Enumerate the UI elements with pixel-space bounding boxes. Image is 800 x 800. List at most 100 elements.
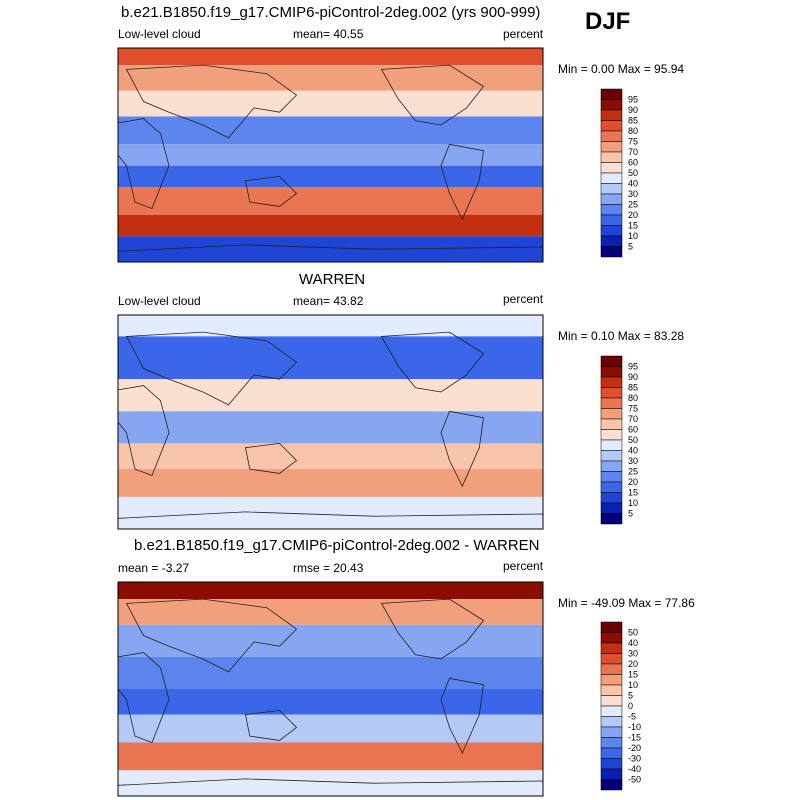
colorbar-tick-label: -30 xyxy=(628,754,641,764)
colorbar-segment xyxy=(600,705,623,717)
field-band xyxy=(118,187,543,215)
field-band xyxy=(118,379,543,412)
map-panel-1 xyxy=(117,47,544,263)
panel-2-title: WARREN xyxy=(299,271,366,288)
coastline xyxy=(440,677,484,755)
season-label: DJF xyxy=(585,8,631,35)
colorbar-tick-label: 10 xyxy=(628,231,638,241)
colorbar-segment xyxy=(600,481,623,493)
coastline xyxy=(245,709,298,741)
field-band xyxy=(118,144,543,166)
field-band xyxy=(118,582,543,600)
colorbar-tick-label: -50 xyxy=(628,775,641,785)
colorbar-segment xyxy=(600,460,623,472)
colorbar-segment xyxy=(600,172,623,184)
colorbar-segment xyxy=(600,653,623,665)
panel-1-title: b.e21.B1850.f19_g17.CMIP6-piControl-2deg… xyxy=(121,4,541,21)
field-band xyxy=(118,90,543,117)
panel-2-minmax: Min = 0.10 Max = 83.28 xyxy=(558,329,685,343)
colorbar-segment xyxy=(600,737,623,749)
colorbar-segment xyxy=(600,418,623,430)
colorbar-tick-label: 20 xyxy=(628,477,638,487)
coastline xyxy=(380,64,485,126)
colorbar-tick-label: -15 xyxy=(628,733,641,743)
colorbar-segment xyxy=(600,758,623,770)
coastline xyxy=(245,175,298,207)
colorbar-segment xyxy=(600,674,623,686)
field-band xyxy=(118,48,543,66)
coastline xyxy=(440,143,484,221)
colorbar-segment xyxy=(600,642,623,654)
coastline xyxy=(117,652,170,744)
colorbar-segment xyxy=(600,663,623,675)
coastline xyxy=(440,410,484,488)
colorbar-tick-label: 25 xyxy=(628,200,638,210)
colorbar-tick-label: 80 xyxy=(628,393,638,403)
colorbar-tick-label: 70 xyxy=(628,147,638,157)
colorbar-segment xyxy=(600,225,623,237)
field-band xyxy=(118,624,543,657)
colorbar-segment xyxy=(600,366,623,378)
panel-3-minmax: Min = -49.09 Max = 77.86 xyxy=(558,596,695,610)
panel-3-units-label: percent xyxy=(503,559,544,573)
colorbar-tick-label: 30 xyxy=(628,649,638,659)
map-frame xyxy=(117,314,544,530)
colorbar-segment xyxy=(600,408,623,420)
map-panel-3 xyxy=(117,581,544,797)
coastline xyxy=(245,442,298,474)
colorbar-segment xyxy=(600,193,623,205)
colorbar-tick-label: 0 xyxy=(628,701,633,711)
colorbar-segment xyxy=(600,513,623,525)
field-band xyxy=(118,336,543,380)
colorbar-tick-label: -10 xyxy=(628,722,641,732)
colorbar-tick-label: 40 xyxy=(628,446,638,456)
coastline xyxy=(117,385,170,477)
colorbar-tick-label: 15 xyxy=(628,670,638,680)
colorbar-tick-label: 40 xyxy=(628,179,638,189)
panel-3-rmse-label: rmse = 20.43 xyxy=(293,561,364,575)
map-frame xyxy=(117,581,544,797)
colorbar-tick-label: 95 xyxy=(628,362,638,372)
panel-1-variable-label: Low-level cloud xyxy=(118,27,201,41)
field-band xyxy=(118,742,543,771)
panel-1-minmax: Min = 0.00 Max = 95.94 xyxy=(558,62,685,76)
colorbar-tick-label: 20 xyxy=(628,659,638,669)
colorbar-segment xyxy=(600,235,623,247)
panel-3-title: b.e21.B1850.f19_g17.CMIP6-piControl-2deg… xyxy=(134,537,540,554)
colorbar-tick-label: 50 xyxy=(628,435,638,445)
colorbar-tick-label: -40 xyxy=(628,764,641,774)
colorbar-segment xyxy=(600,726,623,738)
panel-1-mean-label: mean= 40.55 xyxy=(293,27,364,41)
colorbar-segment xyxy=(600,471,623,483)
colorbar-tick-label: 75 xyxy=(628,404,638,414)
coastline xyxy=(380,331,485,393)
colorbar-tick-label: 5 xyxy=(628,509,633,519)
panel-2-units-label: percent xyxy=(503,292,544,306)
colorbar-tick-label: 30 xyxy=(628,189,638,199)
colorbar-segment xyxy=(600,779,623,791)
field-band xyxy=(118,65,543,91)
colorbar-segment xyxy=(600,120,623,132)
coastline xyxy=(125,64,298,139)
colorbar-tick-label: 80 xyxy=(628,126,638,136)
colorbar-tick-label: 95 xyxy=(628,95,638,105)
colorbar-segment xyxy=(600,355,623,367)
colorbar-tick-label: 15 xyxy=(628,221,638,231)
colorbar-tick-label: 50 xyxy=(628,168,638,178)
map-frame xyxy=(117,47,544,263)
colorbar-segment xyxy=(600,768,623,780)
colorbar-tick-label: 50 xyxy=(628,628,638,638)
colorbar-tick-label: 5 xyxy=(628,691,633,701)
field-band xyxy=(118,165,543,188)
colorbar-segment xyxy=(600,387,623,399)
colorbar-segment xyxy=(600,214,623,226)
colorbar-segment xyxy=(600,151,623,163)
colorbar-segment xyxy=(600,88,623,100)
coastline xyxy=(125,331,298,406)
colorbar-segment xyxy=(600,684,623,696)
colorbar-segment xyxy=(600,99,623,111)
colorbar-segment xyxy=(600,204,623,216)
